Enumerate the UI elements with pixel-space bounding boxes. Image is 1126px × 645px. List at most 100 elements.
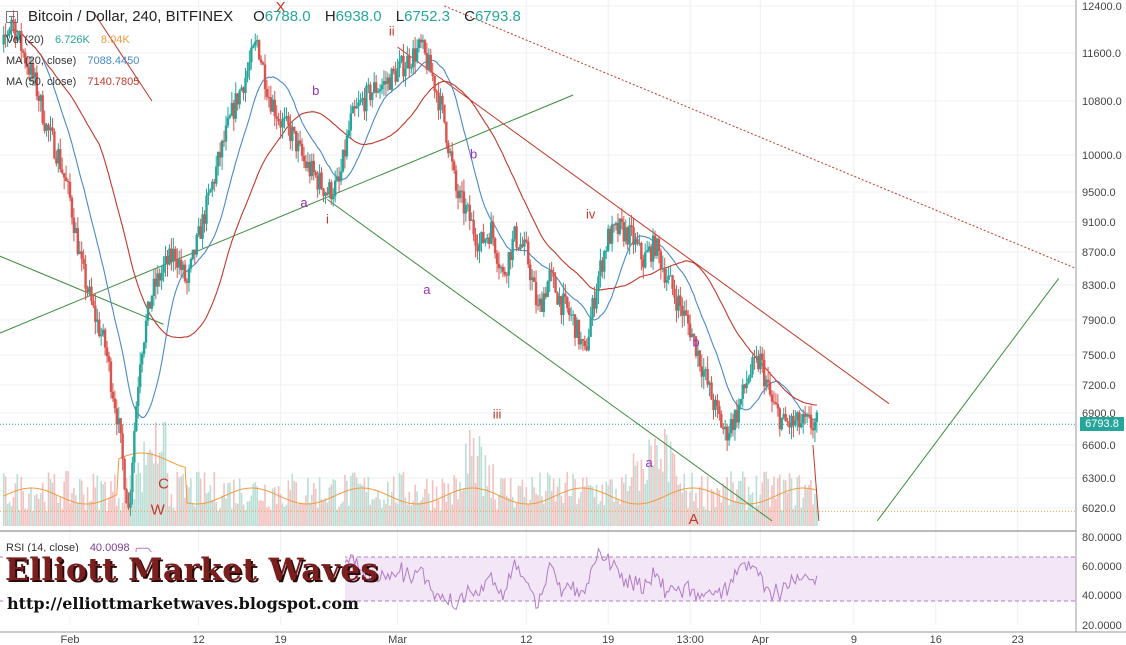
volume-bar	[22, 491, 24, 526]
volume-bar	[26, 509, 28, 526]
candle-body	[244, 77, 247, 93]
ma50-legend[interactable]: MA (50, close) 7140.7805	[6, 76, 139, 88]
volume-bar	[517, 485, 520, 526]
volume-bar	[710, 489, 713, 526]
candle-body	[296, 140, 300, 152]
volume-bar	[623, 482, 625, 526]
candle-body	[334, 180, 337, 196]
banner-url[interactable]: http://elliottmarketwaves.blogspot.com	[7, 594, 359, 613]
volume-bar	[792, 508, 795, 526]
volume-bar	[316, 507, 319, 526]
candle-body	[133, 431, 136, 463]
volume-bar	[367, 476, 370, 526]
candle-body	[246, 70, 249, 78]
candle-body	[316, 175, 319, 190]
volume-bar	[738, 481, 740, 526]
volume-bar	[550, 491, 553, 526]
candle-body	[72, 217, 76, 233]
volume-bar	[681, 492, 684, 526]
candle-body	[618, 218, 622, 235]
candle-body	[757, 356, 760, 370]
ma20-label: MA (20, close)	[6, 55, 77, 67]
candle-body	[392, 68, 395, 71]
volume-bar	[344, 474, 346, 526]
candle-body	[57, 149, 60, 164]
candle-body	[295, 131, 298, 152]
time-tick-label: 19	[602, 634, 614, 645]
volume-bar	[599, 501, 602, 526]
volume-bar	[184, 497, 186, 526]
candle-body	[164, 256, 167, 265]
candle-body	[390, 68, 393, 90]
volume-bar	[796, 477, 799, 526]
rsi-legend[interactable]: RSI (14, close) 40.0098	[6, 542, 130, 554]
candle-body	[14, 22, 17, 41]
volume-bar	[69, 503, 71, 526]
volume-legend[interactable]: Vol (20) 6.726K 8.04K	[6, 34, 130, 46]
candle-body	[328, 182, 331, 195]
close-value: 6793.8	[474, 8, 521, 25]
candle-body	[33, 72, 37, 78]
candle-body	[669, 275, 672, 277]
candle-body	[807, 414, 811, 416]
candle-body	[90, 286, 93, 301]
candle-body	[361, 97, 364, 100]
candle-body	[671, 275, 674, 289]
volume-bar	[794, 505, 797, 526]
candle-body	[583, 340, 586, 347]
volume-bar	[585, 477, 588, 526]
volume-bar	[359, 483, 362, 526]
collapse-icon[interactable]	[6, 10, 18, 23]
volume-bar	[749, 494, 752, 526]
candle-body	[380, 84, 384, 90]
candle-body	[115, 408, 118, 425]
volume-bar	[4, 476, 7, 526]
symbol-title[interactable]: Bitcoin / Dollar, 240, BITFINEX	[28, 8, 234, 25]
candles	[2, 10, 819, 516]
price-tick-label: 11600.0	[1082, 48, 1121, 60]
volume-bar	[617, 498, 619, 526]
volume-bar	[209, 485, 212, 526]
candle-body	[591, 297, 594, 319]
candle-body	[308, 162, 312, 177]
volume-bar	[777, 478, 779, 526]
volume-bar	[65, 471, 67, 526]
volume-bar	[119, 510, 122, 526]
volume-bar	[390, 491, 393, 526]
price-tick-label: 7200.0	[1082, 380, 1116, 392]
last-price-tag: 6793.8	[1080, 417, 1124, 431]
rsi-tick-label: 80.0000	[1082, 532, 1122, 544]
volume-bar	[572, 474, 574, 526]
candle-body	[562, 293, 565, 316]
candle-body	[542, 293, 546, 313]
candle-body	[359, 99, 362, 103]
candle-body	[772, 401, 776, 403]
candle-body	[792, 415, 795, 426]
volume-bar	[745, 509, 748, 526]
volume-bar	[8, 502, 11, 526]
candle-body	[517, 247, 520, 250]
volume-bar	[673, 454, 676, 526]
candle-body	[412, 48, 415, 68]
volume-bar	[574, 479, 576, 526]
candle-body	[312, 160, 315, 173]
candle-body	[417, 39, 421, 49]
candle-body	[283, 117, 286, 119]
volume-bar	[199, 478, 202, 526]
rsi-tick-label: 40.0000	[1082, 590, 1122, 602]
volume-bar	[211, 500, 214, 526]
candle-body	[394, 70, 397, 82]
volume-bar	[494, 499, 496, 526]
volume-bar	[334, 480, 336, 526]
ma20-legend[interactable]: MA (20, close) 7088.4450	[6, 55, 139, 67]
candle-body	[4, 34, 7, 37]
volume-bar	[708, 510, 711, 526]
volume-bar	[654, 438, 656, 526]
candle-body	[148, 301, 152, 309]
volume-bar	[36, 493, 38, 526]
volume-bar	[172, 507, 175, 526]
candle-body	[88, 286, 91, 293]
candle-body	[523, 239, 526, 247]
price-tick-label: 7900.0	[1082, 315, 1116, 327]
